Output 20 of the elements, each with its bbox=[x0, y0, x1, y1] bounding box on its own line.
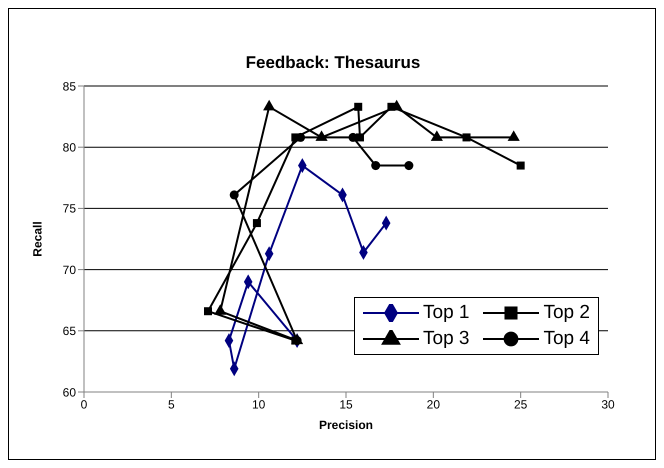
y-tick-label: 60 bbox=[62, 385, 76, 400]
legend-label: Top 2 bbox=[543, 302, 590, 324]
x-tick-label: 10 bbox=[252, 398, 266, 412]
y-tick-label: 70 bbox=[62, 262, 76, 277]
x-tick-label: 0 bbox=[80, 398, 88, 412]
x-tick-label: 20 bbox=[426, 398, 440, 412]
y-tick-label: 85 bbox=[62, 79, 76, 94]
y-tick-label: 80 bbox=[62, 140, 76, 154]
x-tick-label: 15 bbox=[339, 398, 353, 412]
legend-label: Top 1 bbox=[423, 302, 470, 324]
legend-label: Top 3 bbox=[423, 328, 470, 350]
y-axis-title: Recall bbox=[30, 221, 44, 257]
y-tick-label: 65 bbox=[62, 324, 76, 338]
chart-title: Feedback: Thesaurus bbox=[244, 53, 422, 73]
x-tick-label: 25 bbox=[514, 398, 528, 412]
legend-label: Top 4 bbox=[543, 328, 590, 350]
y-tick-label: 75 bbox=[62, 202, 76, 216]
x-tick-label: 5 bbox=[168, 398, 175, 412]
x-tick-label: 30 bbox=[601, 398, 615, 412]
x-axis-title: Precision bbox=[318, 418, 374, 432]
